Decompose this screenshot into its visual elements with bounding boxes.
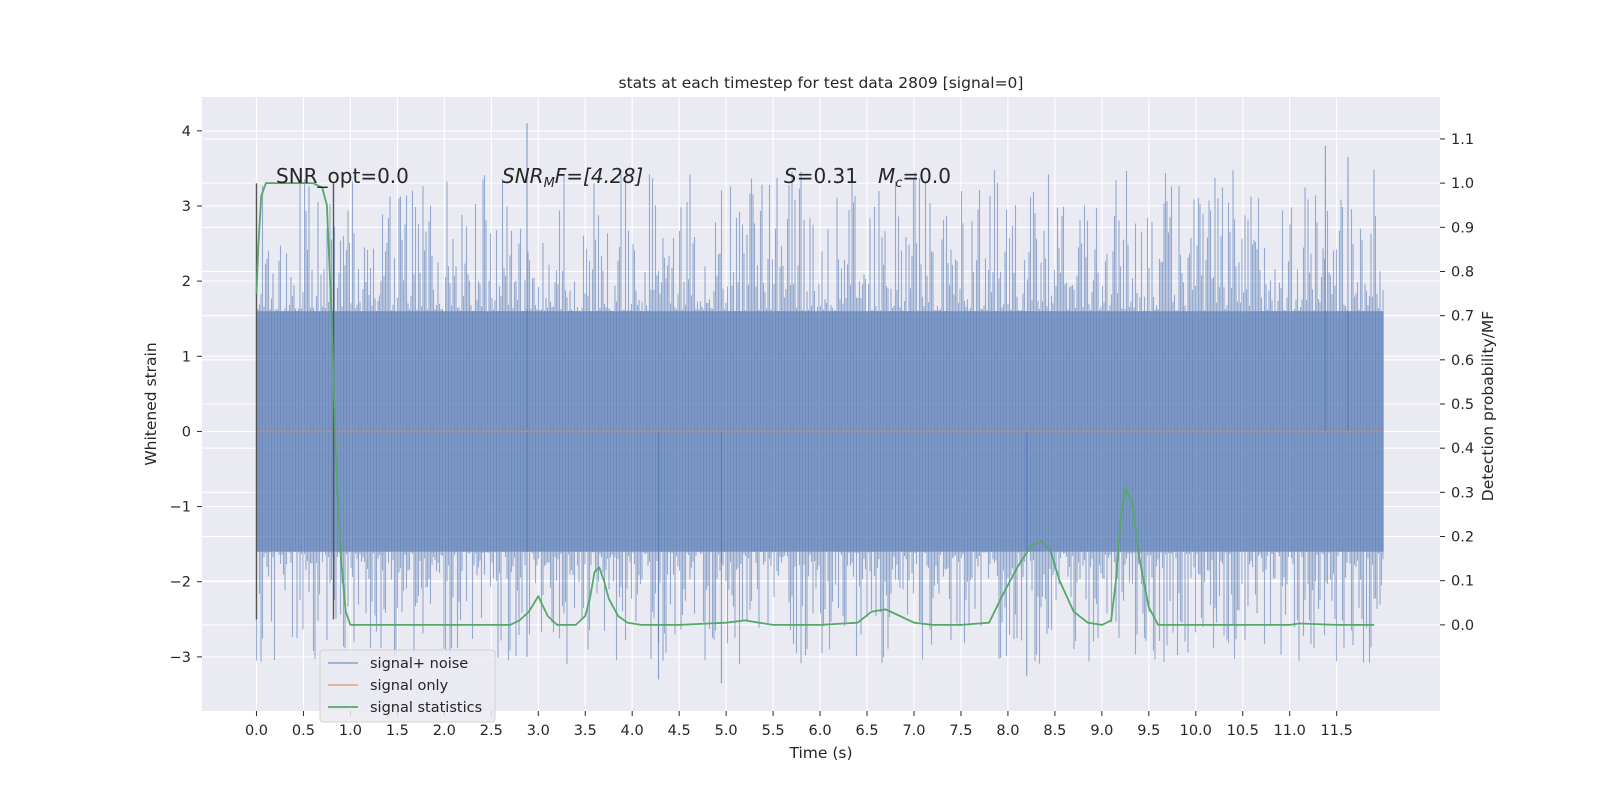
x-tick-label: 11.0: [1274, 723, 1306, 739]
x-tick-label: 2.0: [433, 723, 456, 739]
x-tick-label: 6.0: [809, 723, 832, 739]
x-tick-label: 9.5: [1137, 723, 1160, 739]
y-tick-label: 2: [182, 274, 191, 290]
legend-label-signal-statistics: signal statistics: [370, 700, 482, 716]
y2-tick-label: 0.2: [1451, 530, 1474, 546]
y2-tick-label: 0.4: [1451, 441, 1474, 457]
x-tick-label: 4.5: [668, 723, 691, 739]
signal-statistics-line: [255, 182, 1375, 626]
y-tick-label: 4: [182, 124, 191, 140]
legend: signal+ noise signal only signal statist…: [319, 649, 496, 723]
x-tick-label: 3.5: [574, 723, 597, 739]
x-tick-label: 9.0: [1090, 723, 1113, 739]
y2-tick-label: 0.5: [1451, 397, 1474, 413]
x-tick-label: 11.5: [1321, 723, 1353, 739]
x-axis-label: Time (s): [788, 744, 852, 762]
signal-statistics-series: [255, 182, 1375, 626]
x-tick-label: 0.5: [292, 723, 315, 739]
x-tick-label: 8.0: [996, 723, 1019, 739]
x-tick-label: 4.0: [621, 723, 644, 739]
x-tick-label: 5.5: [762, 723, 785, 739]
y2-tick-label: 0.6: [1451, 353, 1474, 369]
y2-tick-label: 1.1: [1451, 132, 1474, 148]
y2-axis-label: Detection probability/MF: [1479, 311, 1497, 502]
annotation-snr-opt: SNR_opt=0.0: [276, 164, 409, 188]
tick-layer: 0.0 0.5 1.0 1.5 2.0 2.5 3.0 3.5 4.0 4.5 5.0 5.5 6.0 6…: [170, 124, 1474, 739]
x-tick-label: 7.0: [902, 723, 925, 739]
legend-label-signal-noise: signal+ noise: [370, 656, 468, 672]
x-tick-label: 1.5: [386, 723, 409, 739]
annotation-mc: Mc=0.0: [878, 164, 951, 191]
y-axis-label: Whitened strain: [142, 342, 160, 465]
chart-title: stats at each timestep for test data 280…: [619, 74, 1024, 92]
y2-tick-label: 0.7: [1451, 309, 1474, 325]
y2-tick-label: 0.8: [1451, 264, 1474, 280]
annotation-s: S=0.31: [784, 164, 858, 188]
y2-tick-label: 0.3: [1451, 485, 1474, 501]
y2-tick-label: 0.0: [1451, 618, 1474, 634]
x-tick-label: 10.0: [1180, 723, 1212, 739]
annotation-snr-mf: SNRMF=[4.28]: [502, 164, 643, 191]
x-tick-label: 0.0: [245, 723, 268, 739]
y-tick-label: −3: [170, 650, 191, 666]
x-tick-label: 10.5: [1227, 723, 1259, 739]
y-tick-label: 1: [182, 349, 191, 365]
y2-tick-label: 0.1: [1451, 574, 1474, 590]
legend-label-signal-only: signal only: [370, 678, 449, 694]
x-tick-label: 7.5: [949, 723, 972, 739]
y-tick-label: 0: [182, 424, 191, 440]
x-tick-label: 2.5: [480, 723, 503, 739]
y2-tick-label: 0.9: [1451, 220, 1474, 236]
x-tick-label: 8.5: [1043, 723, 1066, 739]
y-tick-label: 3: [182, 199, 191, 215]
x-tick-label: 6.5: [855, 723, 878, 739]
y2-tick-label: 1.0: [1451, 176, 1474, 192]
x-tick-label: 5.0: [715, 723, 738, 739]
y-tick-label: −1: [170, 500, 191, 516]
y-tick-label: −2: [170, 575, 191, 591]
legend-box: [319, 649, 496, 723]
x-tick-label: 1.0: [339, 723, 362, 739]
x-tick-label: 3.0: [527, 723, 550, 739]
